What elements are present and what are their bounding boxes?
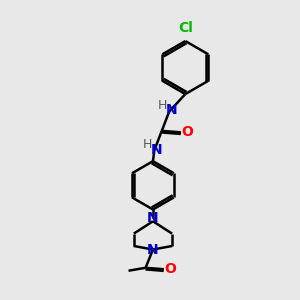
Text: N: N xyxy=(166,103,177,117)
Text: O: O xyxy=(182,125,193,139)
Text: N: N xyxy=(147,242,159,256)
Text: N: N xyxy=(151,143,163,157)
Text: O: O xyxy=(164,262,176,276)
Text: N: N xyxy=(147,211,159,225)
Text: H: H xyxy=(158,99,167,112)
Text: Cl: Cl xyxy=(178,21,194,34)
Text: H: H xyxy=(143,138,152,151)
